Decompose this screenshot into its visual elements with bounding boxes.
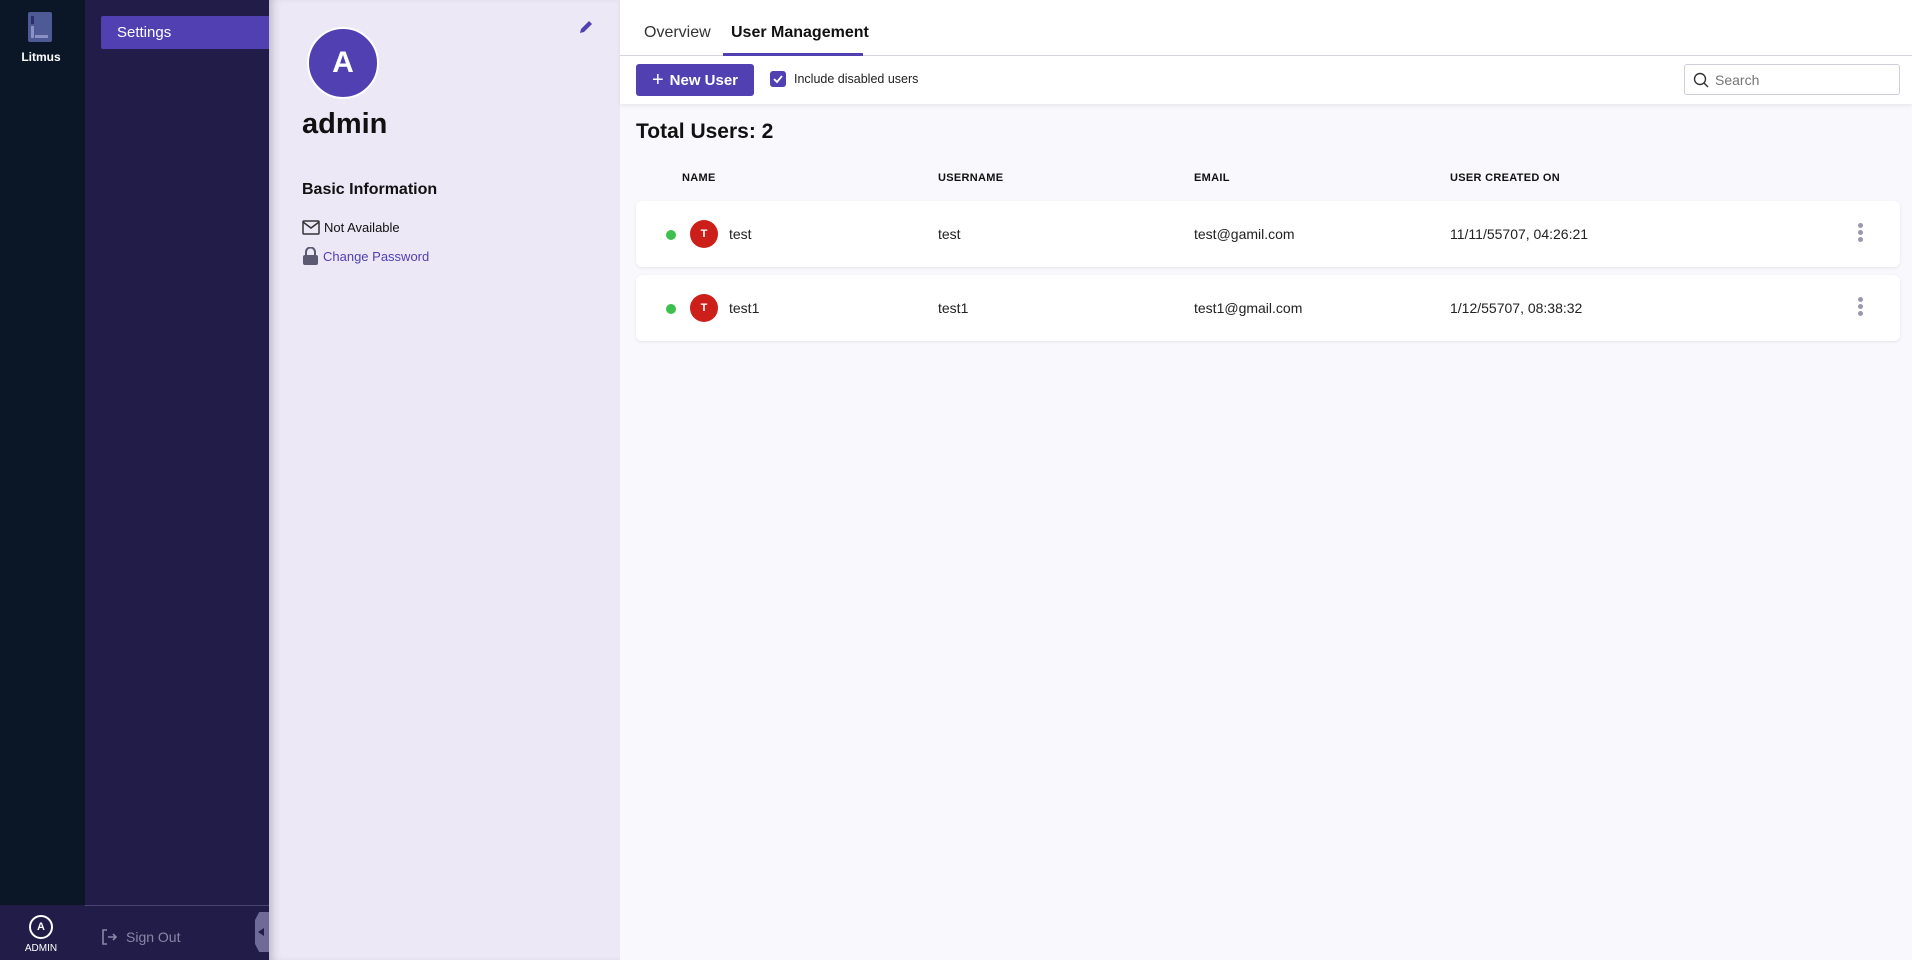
user-name: test1 [729,300,760,316]
user-username: test1 [938,300,969,316]
column-header-name: NAME [682,172,716,184]
email-value: Not Available [324,220,400,235]
user-name: test [729,226,752,242]
user-avatar[interactable]: A [29,915,53,939]
mail-icon [302,220,320,235]
more-options-icon[interactable] [1856,223,1864,245]
user-username: test [938,226,961,242]
table-row[interactable]: T test test test@gamil.com 11/11/55707, … [636,201,1900,267]
active-tab-indicator [723,53,863,56]
lock-icon [303,247,318,265]
divider [85,905,269,906]
total-users-heading: Total Users: 2 [636,120,774,143]
user-avatar: T [690,294,718,322]
more-options-icon[interactable] [1856,297,1864,319]
tab-overview[interactable]: Overview [644,24,711,41]
user-email: test@gamil.com [1194,226,1295,242]
sign-out-button[interactable]: Sign Out [100,928,180,946]
new-user-button[interactable]: + New User [636,64,754,96]
edit-profile-button[interactable] [577,18,595,41]
user-email: test1@gmail.com [1194,300,1303,316]
column-header-created-on: USER CREATED ON [1450,172,1561,184]
app-rail [0,0,85,960]
user-created-on: 1/12/55707, 08:38:32 [1450,300,1583,316]
side-nav [85,0,269,960]
main-content [620,0,1912,960]
new-user-label: New User [669,71,739,89]
app-name: Litmus [21,50,61,64]
tabs-divider [620,55,1912,56]
search-icon [1693,72,1709,88]
status-active-dot [666,304,676,314]
sign-out-label: Sign Out [126,929,181,945]
pencil-icon [580,21,592,33]
profile-email: Not Available [302,220,400,235]
chevron-left-icon [258,928,264,936]
plus-icon: + [651,69,664,91]
basic-info-heading: Basic Information [302,181,438,198]
sign-out-icon [102,929,118,945]
status-active-dot [666,230,676,240]
collapse-sidebar-handle[interactable] [255,912,269,952]
include-disabled-checkbox[interactable]: Include disabled users [770,71,918,87]
user-created-on: 11/11/55707, 04:26:21 [1450,226,1589,242]
user-avatar: T [690,220,718,248]
user-badge-label: ADMIN [24,943,58,954]
search-box[interactable] [1684,64,1900,95]
profile-username: admin [302,108,388,140]
table-row[interactable]: T test1 test1 test1@gmail.com 1/12/55707… [636,275,1900,341]
column-header-email: EMAIL [1194,172,1230,184]
profile-avatar: A [307,27,379,99]
column-header-username: USERNAME [938,172,1004,184]
tab-user-management[interactable]: User Management [731,24,869,41]
checkbox-checked-icon[interactable] [770,71,786,87]
change-password-link[interactable]: Change Password [302,247,429,265]
profile-panel [269,0,620,960]
change-password-label: Change Password [323,248,430,264]
litmus-logo-icon[interactable] [28,12,52,42]
include-disabled-label: Include disabled users [794,72,919,86]
nav-item-settings[interactable]: Settings [101,16,269,49]
search-input[interactable] [1715,69,1893,91]
